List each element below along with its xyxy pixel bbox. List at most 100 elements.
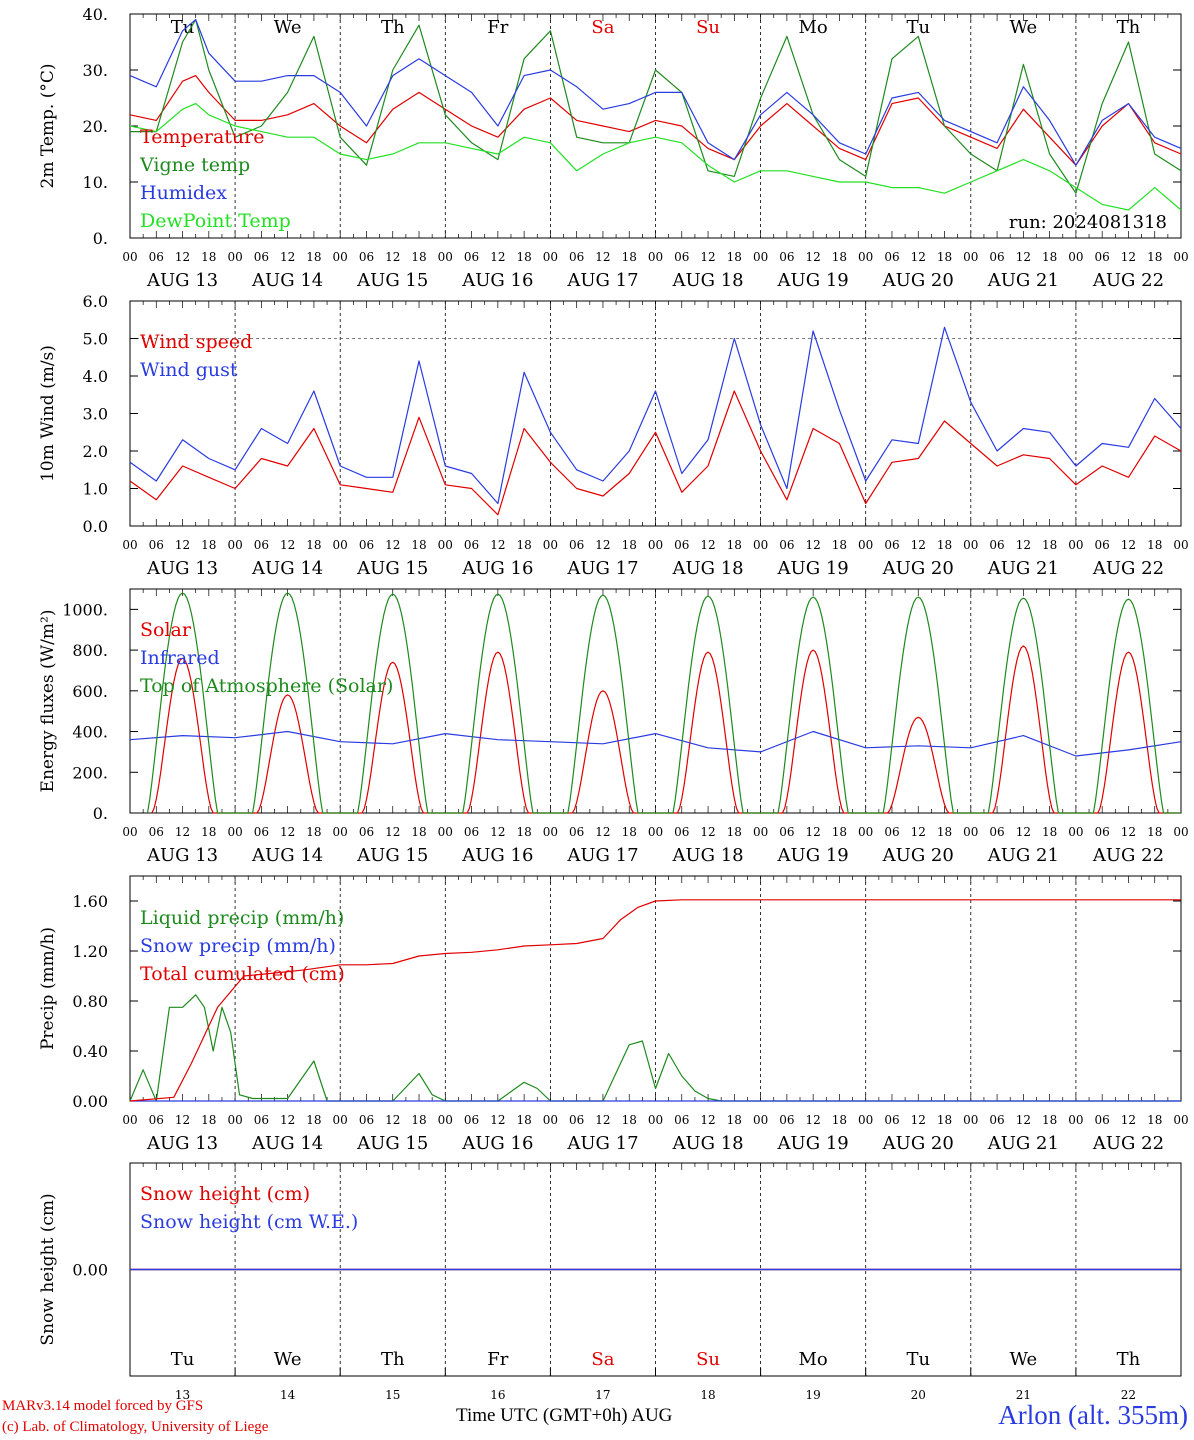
date-label: AUG 19 xyxy=(777,558,849,579)
hour-label: 18 xyxy=(727,1113,742,1127)
date-label: AUG 14 xyxy=(251,845,323,866)
hour-label: 12 xyxy=(175,825,190,839)
series-line xyxy=(151,645,1181,814)
hour-label: 18 xyxy=(832,250,847,264)
hour-label: 06 xyxy=(569,538,584,552)
hour-label: 00 xyxy=(227,538,242,552)
date-label: AUG 17 xyxy=(566,1133,638,1154)
hour-label: 18 xyxy=(832,1113,847,1127)
legend-entry: Vigne temp xyxy=(139,154,250,176)
day-number: 17 xyxy=(595,1388,610,1402)
hour-label: 06 xyxy=(884,1113,899,1127)
date-label: AUG 21 xyxy=(987,558,1059,579)
day-name: Th xyxy=(1117,17,1141,38)
legend-entry: Liquid precip (mm/h) xyxy=(140,907,344,929)
hour-label: 00 xyxy=(543,1113,558,1127)
hour-label: 00 xyxy=(648,538,663,552)
hour-label: 12 xyxy=(1121,825,1136,839)
hour-label: 06 xyxy=(674,1113,689,1127)
hour-label: 00 xyxy=(753,538,768,552)
y-tick-label: 2.0 xyxy=(83,442,108,461)
hour-label: 12 xyxy=(595,825,610,839)
hour-label: 18 xyxy=(937,250,952,264)
date-label: AUG 21 xyxy=(987,845,1059,866)
hour-label: 06 xyxy=(989,1113,1004,1127)
station-name: Arlon (alt. 355m) xyxy=(998,1400,1188,1430)
hour-label: 06 xyxy=(464,250,479,264)
legend-entry: Infrared xyxy=(140,647,220,669)
hour-label: 06 xyxy=(359,825,374,839)
date-label: AUG 20 xyxy=(882,845,954,866)
y-axis-title: 10m Wind (m/s) xyxy=(38,345,58,482)
hour-label: 18 xyxy=(516,825,531,839)
hour-label: 06 xyxy=(464,538,479,552)
y-axis-title: Energy fluxes (W/m²) xyxy=(38,610,58,793)
hour-label: 18 xyxy=(1147,825,1162,839)
hour-label: 06 xyxy=(779,538,794,552)
y-tick-label: 0.80 xyxy=(72,992,108,1011)
date-label: AUG 22 xyxy=(1092,558,1164,579)
hour-label: 12 xyxy=(911,250,926,264)
y-tick-label: 1000. xyxy=(62,600,108,619)
series-line xyxy=(129,390,1182,516)
hour-label: 18 xyxy=(411,250,426,264)
hour-label: 00 xyxy=(858,1113,873,1127)
day-name: Th xyxy=(1117,1349,1141,1370)
date-label: AUG 19 xyxy=(777,1133,849,1154)
y-tick-label: 0.0 xyxy=(83,517,108,536)
hour-label: 12 xyxy=(806,1113,821,1127)
day-number: 21 xyxy=(1016,1388,1031,1402)
hour-label: 12 xyxy=(911,1113,926,1127)
hour-label: 00 xyxy=(1173,1113,1188,1127)
run-label: run: 2024081318 xyxy=(1009,212,1167,233)
hour-label: 06 xyxy=(884,250,899,264)
legend-entry: Snow height (cm) xyxy=(140,1183,310,1205)
hour-label: 18 xyxy=(411,825,426,839)
legend-entry: Temperature xyxy=(140,126,264,148)
date-label: AUG 16 xyxy=(461,1133,533,1154)
legend-entry: Snow height (cm W.E.) xyxy=(140,1211,358,1233)
hour-label: 06 xyxy=(149,250,164,264)
hour-label: 06 xyxy=(254,538,269,552)
hour-label: 12 xyxy=(1121,1113,1136,1127)
hour-label: 12 xyxy=(1016,250,1031,264)
hour-label: 00 xyxy=(438,825,453,839)
hour-label: 18 xyxy=(306,538,321,552)
hour-label: 06 xyxy=(989,825,1004,839)
lab-credit: (c) Lab. of Climatology, University of L… xyxy=(2,1419,269,1435)
hour-label: 00 xyxy=(963,825,978,839)
hour-label: 06 xyxy=(1095,250,1110,264)
hour-label: 18 xyxy=(1147,1113,1162,1127)
day-number: 13 xyxy=(175,1388,190,1402)
date-label: AUG 19 xyxy=(777,270,849,291)
hour-label: 12 xyxy=(1121,250,1136,264)
hour-label: 18 xyxy=(1042,1113,1057,1127)
hour-label: 00 xyxy=(1068,250,1083,264)
hour-label: 00 xyxy=(438,250,453,264)
legend-entry: Top of Atmosphere (Solar) xyxy=(140,675,393,697)
hour-label: 00 xyxy=(1068,538,1083,552)
hour-label: 00 xyxy=(122,538,137,552)
hour-label: 06 xyxy=(149,538,164,552)
hour-label: 00 xyxy=(333,825,348,839)
date-label: AUG 13 xyxy=(146,270,218,291)
hour-label: 12 xyxy=(1016,538,1031,552)
date-label: AUG 13 xyxy=(146,1133,218,1154)
hour-label: 00 xyxy=(543,825,558,839)
hour-label: 18 xyxy=(1042,250,1057,264)
date-label: AUG 18 xyxy=(671,270,743,291)
hour-label: 12 xyxy=(806,538,821,552)
y-axis-title: 2m Temp. (°C) xyxy=(38,63,58,188)
hour-label: 00 xyxy=(753,825,768,839)
date-label: AUG 18 xyxy=(671,845,743,866)
day-name: We xyxy=(1010,17,1038,38)
date-label: AUG 13 xyxy=(146,845,218,866)
hour-label: 00 xyxy=(753,250,768,264)
date-label: AUG 20 xyxy=(882,270,954,291)
hour-label: 12 xyxy=(280,1113,295,1127)
hour-label: 06 xyxy=(464,1113,479,1127)
hour-label: 00 xyxy=(963,250,978,264)
date-label: AUG 14 xyxy=(251,270,323,291)
hour-label: 18 xyxy=(306,825,321,839)
